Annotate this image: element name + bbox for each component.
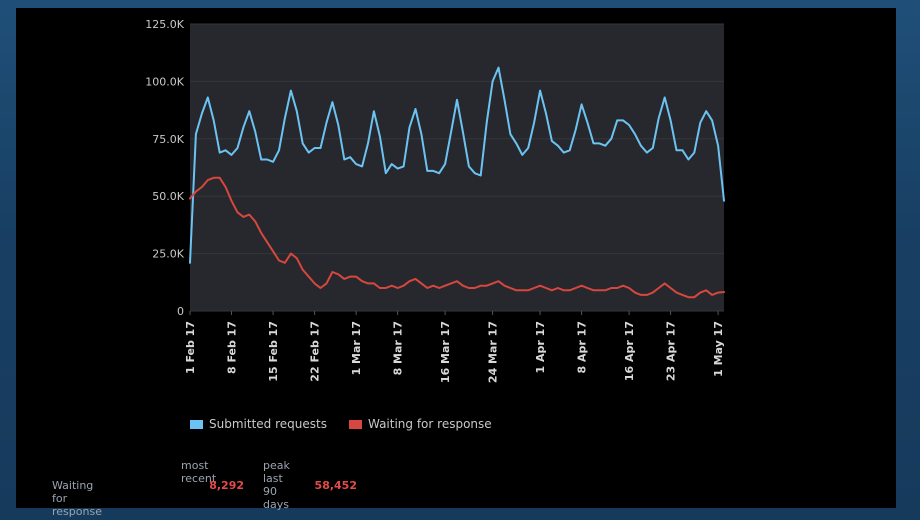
legend-item-waiting[interactable]: Waiting for response bbox=[348, 417, 492, 431]
x-tick-label: 1 Mar 17 bbox=[350, 321, 363, 375]
x-tick-label: 8 Feb 17 bbox=[226, 321, 239, 374]
stat-recent-value: 8,292 bbox=[209, 479, 244, 492]
gridlines bbox=[190, 23, 724, 312]
x-tick-label: 8 Apr 17 bbox=[576, 321, 589, 373]
legend-label-waiting: Waiting for response bbox=[367, 417, 492, 431]
x-tick-label: 16 Apr 17 bbox=[623, 321, 636, 381]
series-lines bbox=[189, 66, 725, 299]
legend-item-submitted[interactable]: Submitted requests bbox=[190, 417, 327, 431]
series-line-submitted bbox=[189, 66, 725, 264]
stat-header-recent: most recent bbox=[181, 459, 217, 485]
stat-peak-value: 58,452 bbox=[314, 479, 357, 492]
x-tick-label: 1 Feb 17 bbox=[184, 321, 197, 374]
x-tick-label: 1 Apr 17 bbox=[534, 321, 547, 373]
x-tick-label: 16 Mar 17 bbox=[439, 321, 452, 383]
legend-swatch-submitted bbox=[190, 419, 203, 429]
x-tick-label: 8 Mar 17 bbox=[392, 321, 405, 375]
y-tick-label: 125.0K bbox=[145, 18, 184, 31]
x-tick-label: 23 Apr 17 bbox=[665, 321, 678, 381]
y-tick-label: 100.0K bbox=[145, 75, 184, 88]
y-tick-label: 0 bbox=[177, 305, 184, 318]
x-tick-label: 22 Feb 17 bbox=[309, 321, 322, 382]
y-axis-ticks: 0 25.0K 50.0K 75.0K 100.0K 125.0K bbox=[145, 18, 184, 318]
legend-swatch-waiting bbox=[348, 419, 362, 429]
x-tick-label: 15 Feb 17 bbox=[267, 321, 280, 382]
x-axis-ticks: 1 Feb 17 8 Feb 17 15 Feb 17 22 Feb 17 1 Mar … bbox=[184, 311, 725, 383]
stat-row-label: Waiting for response bbox=[52, 479, 102, 518]
legend-label-submitted: Submitted requests bbox=[209, 417, 327, 431]
y-tick-label: 50.0K bbox=[152, 190, 184, 203]
x-tick-label: 24 Mar 17 bbox=[487, 321, 500, 383]
y-tick-label: 25.0K bbox=[152, 248, 184, 261]
series-line-waiting bbox=[189, 176, 725, 299]
y-tick-label: 75.0K bbox=[152, 133, 184, 146]
chart-legend: Submitted requests Waiting for response bbox=[190, 417, 492, 431]
x-tick-label: 1 May 17 bbox=[712, 321, 725, 377]
stat-header-peak: peak last 90 days bbox=[263, 459, 290, 511]
plot-area bbox=[190, 24, 724, 311]
